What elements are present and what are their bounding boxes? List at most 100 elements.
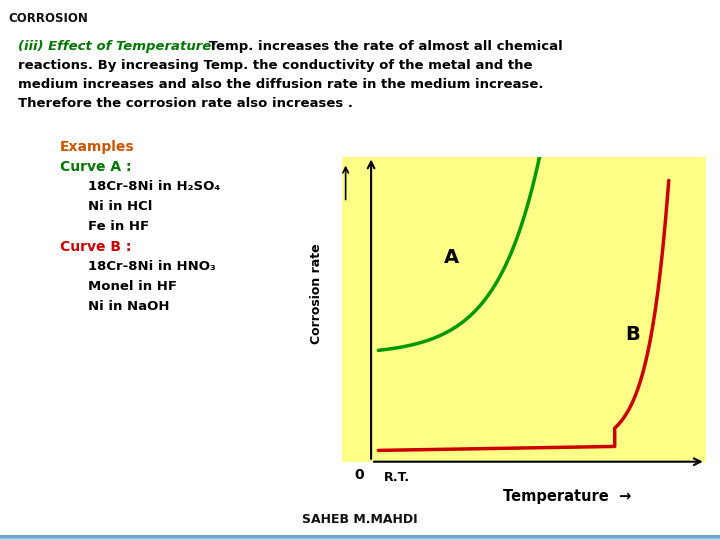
Bar bbox=[0, 536, 720, 539]
Bar bbox=[0, 535, 720, 537]
Bar bbox=[0, 535, 720, 538]
Bar bbox=[0, 536, 720, 538]
Bar bbox=[0, 537, 720, 540]
Bar bbox=[0, 535, 720, 538]
Bar bbox=[0, 536, 720, 539]
Bar bbox=[0, 536, 720, 539]
Bar bbox=[0, 536, 720, 539]
Bar bbox=[0, 536, 720, 538]
Bar bbox=[0, 537, 720, 539]
Bar bbox=[0, 535, 720, 538]
Bar bbox=[0, 536, 720, 538]
Bar bbox=[0, 537, 720, 539]
Bar bbox=[0, 537, 720, 539]
Bar bbox=[0, 536, 720, 539]
Bar bbox=[0, 536, 720, 539]
Bar bbox=[0, 537, 720, 539]
Bar bbox=[0, 536, 720, 539]
Text: CORROSION: CORROSION bbox=[8, 12, 88, 25]
Bar bbox=[0, 536, 720, 539]
Bar bbox=[0, 536, 720, 538]
Text: 18Cr-8Ni in H₂SO₄: 18Cr-8Ni in H₂SO₄ bbox=[88, 180, 220, 193]
Bar bbox=[0, 535, 720, 537]
Bar bbox=[0, 537, 720, 540]
Bar bbox=[0, 535, 720, 538]
Bar bbox=[0, 535, 720, 538]
Text: A: A bbox=[444, 248, 459, 267]
Bar bbox=[0, 537, 720, 539]
Bar bbox=[0, 535, 720, 538]
Bar bbox=[0, 537, 720, 539]
Bar bbox=[0, 536, 720, 539]
Text: Therefore the corrosion rate also increases .: Therefore the corrosion rate also increa… bbox=[18, 97, 353, 110]
Bar bbox=[0, 536, 720, 538]
Bar bbox=[0, 536, 720, 539]
Bar bbox=[0, 535, 720, 537]
Bar bbox=[0, 535, 720, 537]
Bar bbox=[0, 536, 720, 538]
Bar bbox=[0, 537, 720, 539]
Bar bbox=[0, 535, 720, 538]
Bar bbox=[0, 537, 720, 539]
Bar bbox=[0, 536, 720, 539]
Bar bbox=[0, 536, 720, 539]
Bar bbox=[0, 535, 720, 538]
Bar bbox=[0, 537, 720, 539]
Bar bbox=[0, 536, 720, 539]
Text: Ni in NaOH: Ni in NaOH bbox=[88, 300, 169, 313]
Bar bbox=[0, 536, 720, 538]
Bar bbox=[0, 536, 720, 539]
Bar bbox=[0, 536, 720, 539]
Text: Fe in HF: Fe in HF bbox=[88, 220, 149, 233]
Text: Temp. increases the rate of almost all chemical: Temp. increases the rate of almost all c… bbox=[204, 40, 563, 53]
Bar bbox=[0, 536, 720, 539]
Bar bbox=[0, 536, 720, 539]
Bar bbox=[0, 536, 720, 539]
Bar bbox=[0, 537, 720, 539]
Bar bbox=[0, 535, 720, 538]
Bar bbox=[0, 536, 720, 538]
Bar bbox=[0, 535, 720, 538]
Text: Corrosion rate: Corrosion rate bbox=[310, 244, 323, 344]
Bar bbox=[0, 535, 720, 538]
Text: Temperature  →: Temperature → bbox=[503, 489, 631, 504]
Bar bbox=[0, 535, 720, 538]
Bar bbox=[0, 535, 720, 537]
Bar bbox=[0, 535, 720, 538]
Bar bbox=[0, 537, 720, 539]
Bar bbox=[0, 536, 720, 538]
Bar bbox=[0, 537, 720, 540]
Bar bbox=[0, 535, 720, 538]
Bar bbox=[0, 536, 720, 539]
Bar bbox=[0, 536, 720, 538]
Bar bbox=[0, 535, 720, 538]
Bar bbox=[0, 537, 720, 539]
Bar bbox=[0, 537, 720, 539]
Bar bbox=[0, 536, 720, 539]
Bar bbox=[0, 536, 720, 538]
Bar bbox=[0, 536, 720, 538]
Bar bbox=[0, 537, 720, 540]
Bar bbox=[0, 536, 720, 539]
Bar bbox=[0, 535, 720, 537]
Bar bbox=[0, 535, 720, 538]
Bar bbox=[0, 535, 720, 537]
Text: (iii) Effect of Temperature:: (iii) Effect of Temperature: bbox=[18, 40, 217, 53]
Text: reactions. By increasing Temp. the conductivity of the metal and the: reactions. By increasing Temp. the condu… bbox=[18, 59, 533, 72]
Bar bbox=[0, 536, 720, 539]
Bar bbox=[0, 536, 720, 539]
Bar bbox=[0, 537, 720, 539]
Bar bbox=[0, 536, 720, 538]
Bar bbox=[0, 537, 720, 540]
Bar bbox=[0, 535, 720, 538]
Bar bbox=[0, 536, 720, 538]
Bar bbox=[0, 537, 720, 540]
Bar bbox=[0, 536, 720, 539]
Bar bbox=[0, 537, 720, 539]
Bar bbox=[0, 536, 720, 539]
Bar bbox=[0, 536, 720, 538]
Bar bbox=[0, 536, 720, 538]
Bar bbox=[0, 536, 720, 539]
Bar bbox=[0, 536, 720, 538]
Bar bbox=[0, 535, 720, 538]
